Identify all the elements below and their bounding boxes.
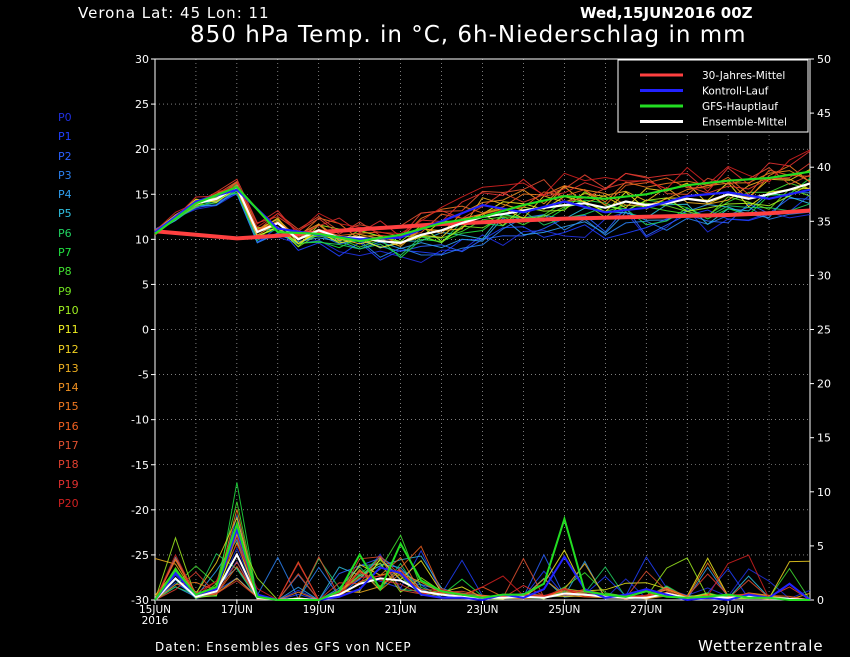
member-label-p3: P3	[58, 168, 72, 182]
y-left-tick-label: -10	[131, 414, 149, 427]
y-left-tick-label: 30	[135, 53, 149, 66]
y-right-tick-label: 50	[817, 53, 831, 66]
member-temperature-line-p13	[154, 177, 811, 247]
legend-label: Ensemble-Mittel	[702, 117, 787, 129]
y-left-tick-label: 0	[142, 324, 149, 337]
member-temperature-line-p19	[154, 150, 811, 238]
member-label-p15: P15	[58, 400, 79, 414]
member-label-p5: P5	[58, 207, 72, 221]
y-left-tick-label: 10	[135, 233, 149, 246]
member-label-p17: P17	[58, 439, 79, 453]
y-right-tick-label: 20	[817, 378, 831, 391]
member-label-p12: P12	[58, 342, 79, 356]
precip-line-gfs-hauptlauf	[154, 515, 810, 601]
run-date: Wed,15JUN2016 00Z	[580, 4, 753, 22]
y-left-tick-label: -5	[138, 369, 149, 382]
member-label-p14: P14	[58, 381, 79, 395]
y-left-tick-label: 15	[135, 188, 149, 201]
member-label-p1: P1	[58, 130, 72, 144]
precip-line-kontroll-lauf	[154, 526, 811, 602]
y-left-tick-label: 25	[135, 98, 149, 111]
location-header: Verona Lat: 45 Lon: 11	[78, 4, 270, 22]
legend-label: GFS-Hauptlauf	[702, 101, 778, 113]
member-label-p4: P4	[58, 188, 72, 202]
y-right-tick-label: 10	[817, 486, 831, 499]
member-temperature-line-p3	[154, 193, 811, 258]
legend-label: Kontroll-Lauf	[702, 86, 769, 98]
member-temperature-line-p20	[154, 149, 811, 235]
member-label-p8: P8	[58, 265, 72, 279]
x-tick-label: 23JUN	[467, 604, 499, 616]
member-label-p9: P9	[58, 284, 72, 298]
y-left-tick-label: 5	[142, 278, 149, 291]
y-left-tick-label: -15	[131, 459, 149, 472]
data-source-note: Daten: Ensembles des GFS von NCEP	[155, 640, 412, 654]
member-label-p16: P16	[58, 419, 79, 433]
member-temperature-line-p16	[154, 169, 811, 239]
y-left-tick-label: -30	[131, 594, 149, 607]
y-right-tick-label: 45	[817, 107, 831, 120]
y-left-tick-label: 20	[135, 143, 149, 156]
member-temperature-line-p18	[154, 162, 811, 238]
y-right-tick-label: 35	[817, 215, 831, 228]
x-tick-label: 27JUN	[630, 604, 662, 616]
member-label-p0: P0	[58, 111, 72, 124]
y-left-tick-label: -20	[131, 504, 149, 517]
y-right-tick-label: 15	[817, 432, 831, 445]
member-label-p13: P13	[58, 361, 79, 375]
x-tick-label: 21JUN	[385, 604, 417, 616]
y-right-tick-label: 40	[817, 161, 831, 174]
brand-label: Wetterzentrale	[698, 637, 824, 655]
temperature-line-30-jahres-mittel	[154, 208, 811, 241]
y-right-tick-label: 0	[817, 594, 824, 607]
member-label-p19: P19	[58, 477, 79, 491]
member-label-p6: P6	[58, 226, 72, 240]
y-left-tick-label: -25	[131, 549, 149, 562]
y-right-tick-label: 5	[817, 540, 824, 553]
x-tick-label: 29JUN	[712, 604, 744, 616]
x-tick-label: 15JUN	[139, 604, 171, 616]
chart-title: 850 hPa Temp. in °C, 6h-Niederschlag in …	[190, 22, 747, 48]
member-label-p7: P7	[58, 246, 72, 260]
member-temperature-line-p14	[154, 170, 811, 246]
ensemble-member-list: P0 P1 P2 P3 P4 P5 P6 P7 P8 P9 P10 P11 P12 P13 P14 P15 P1…	[58, 108, 79, 513]
member-label-p18: P18	[58, 458, 79, 472]
temperature-line-gfs-hauptlauf	[154, 170, 811, 243]
x-tick-label: 25JUN	[548, 604, 580, 616]
x-tick-label: 17JUN	[221, 604, 253, 616]
x-tick-label: 19JUN	[303, 604, 335, 616]
y-right-tick-label: 30	[817, 269, 831, 282]
member-label-p11: P11	[58, 323, 79, 337]
x-year-label: 2016	[142, 615, 169, 627]
member-label-p10: P10	[58, 303, 79, 317]
member-label-p2: P2	[58, 149, 72, 163]
legend-label: 30-Jahres-Mittel	[702, 70, 785, 82]
y-right-tick-label: 25	[817, 324, 831, 337]
member-label-p20: P20	[58, 496, 79, 510]
